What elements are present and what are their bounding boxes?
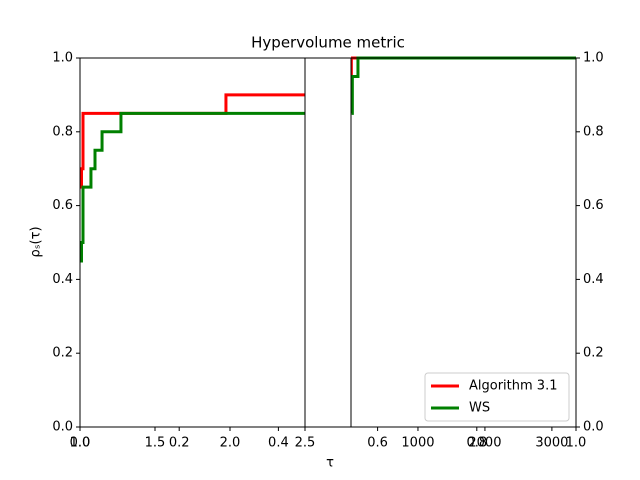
- x-tick-label: 0.2: [169, 436, 190, 451]
- axes-frame: [79, 57, 577, 428]
- x-tick-label: 1.0: [70, 436, 91, 451]
- y-tick-label: 0.8: [52, 124, 73, 139]
- x-tick-label: 2.5: [295, 436, 316, 451]
- x-tick-label: 0.4: [268, 436, 289, 451]
- x-tick-label: 1.5: [145, 436, 166, 451]
- y2-tick-label: 0.6: [583, 198, 604, 213]
- y2-tick-label: 0.2: [583, 346, 604, 361]
- legend-label: Algorithm 3.1: [469, 379, 557, 394]
- x-tick-label: 2000: [468, 436, 501, 451]
- y-tick-label: 0.2: [52, 346, 73, 361]
- step-line: [80, 111, 305, 263]
- legend-box: [424, 372, 570, 422]
- x-axis-label: τ: [326, 456, 334, 471]
- y2-tick-label: 0.4: [583, 272, 604, 287]
- chart-title: Hypervolume metric: [251, 34, 405, 52]
- y2-tick-label: 1.0: [583, 51, 604, 66]
- x-tick-label: 1.0: [566, 436, 587, 451]
- x-tick-label: 1000: [401, 436, 434, 451]
- y-tick-label: 0.6: [52, 198, 73, 213]
- x-tick-label: 0.6: [367, 436, 388, 451]
- legend-label: WS: [469, 401, 490, 416]
- x-tick-label: 3000: [535, 436, 568, 451]
- x-tick-label: 0.0: [70, 436, 91, 451]
- y-axis-label: ρₛ(τ): [29, 226, 44, 257]
- y2-tick-label: 0.8: [583, 124, 604, 139]
- step-line: [80, 93, 305, 189]
- y2-tick-label: 0.0: [583, 420, 604, 435]
- x-tick-label: 0.8: [466, 436, 487, 451]
- y-tick-label: 0.0: [52, 420, 73, 435]
- y-tick-label: 0.4: [52, 272, 73, 287]
- x-tick-label: 2.0: [220, 436, 241, 451]
- y-tick-label: 1.0: [52, 51, 73, 66]
